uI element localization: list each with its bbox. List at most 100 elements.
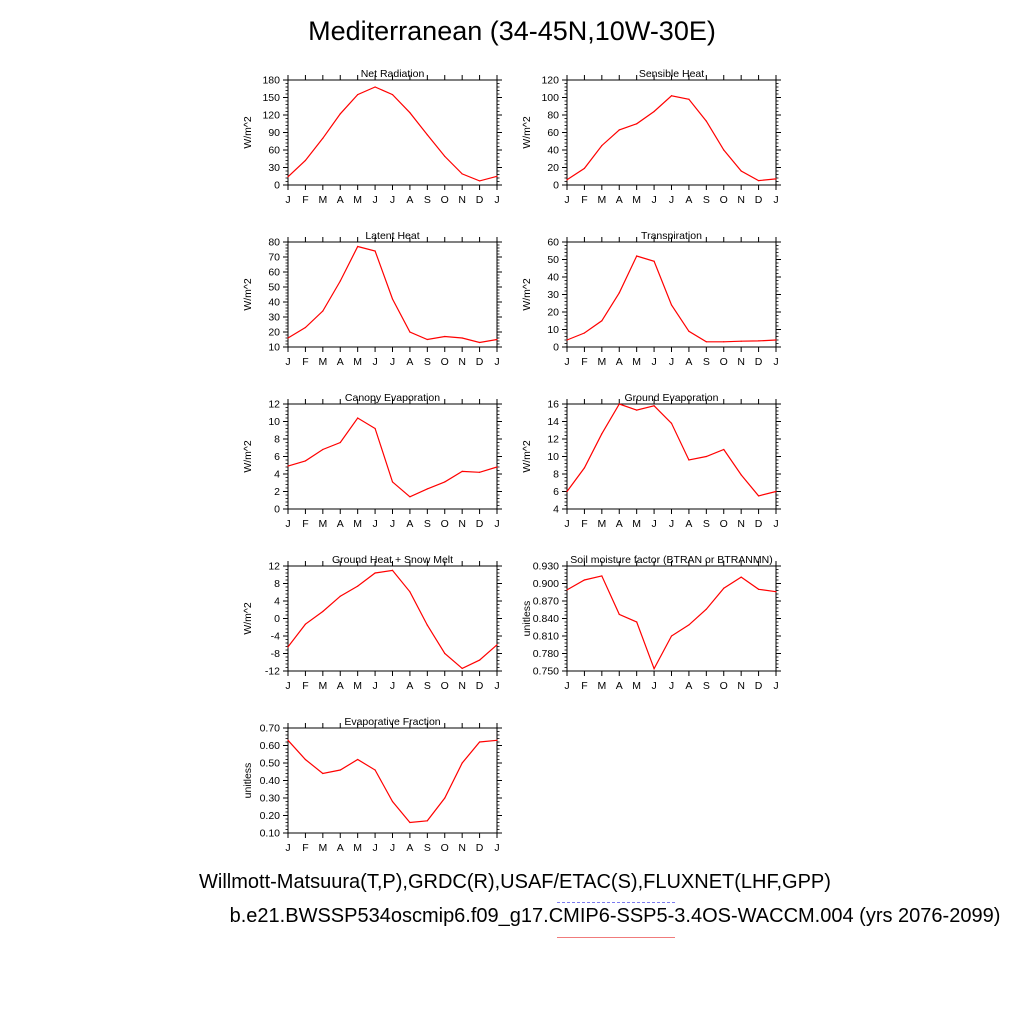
y-tick-label: 8 xyxy=(274,434,280,446)
x-tick-label: F xyxy=(581,518,587,530)
x-tick-label: N xyxy=(458,518,466,530)
x-tick-label: J xyxy=(494,842,499,854)
x-tick-label: A xyxy=(406,356,413,368)
x-tick-label: J xyxy=(390,518,395,530)
y-tick-label: 40 xyxy=(547,145,559,157)
data-line xyxy=(566,403,777,497)
data-point xyxy=(287,739,289,741)
y-tick-label: 60 xyxy=(268,267,280,279)
data-point xyxy=(688,459,690,461)
data-point xyxy=(583,467,586,469)
data-line xyxy=(566,255,777,343)
x-tick-label: N xyxy=(458,356,466,368)
data-point xyxy=(478,341,481,344)
x-tick-label: J xyxy=(372,842,377,854)
x-tick-label: J xyxy=(669,194,674,206)
data-point xyxy=(583,167,586,169)
plot-frame xyxy=(287,241,498,348)
x-tick-label: O xyxy=(441,194,449,206)
data-line xyxy=(287,245,498,344)
y-tick-label: 14 xyxy=(547,416,559,428)
y-tick-label: 0.840 xyxy=(533,613,559,625)
y-tick-label: 70 xyxy=(268,252,280,264)
data-point xyxy=(478,180,481,182)
plot-frame xyxy=(566,565,777,672)
x-tick-label: J xyxy=(651,194,656,206)
data-point xyxy=(444,155,446,158)
x-tick-label: J xyxy=(285,194,290,206)
data-point xyxy=(478,471,481,473)
x-tick-label: M xyxy=(318,842,327,854)
data-point xyxy=(496,175,498,177)
y-tick-label: 180 xyxy=(262,75,280,87)
data-point xyxy=(670,304,673,306)
data-point xyxy=(374,250,376,252)
x-tick-label: A xyxy=(406,194,413,206)
x-tick-label: S xyxy=(703,356,710,368)
plot-frame xyxy=(566,403,777,510)
data-point xyxy=(287,465,289,467)
y-tick-label: -4 xyxy=(271,631,280,643)
data-point xyxy=(688,624,690,626)
data-point xyxy=(775,178,777,180)
x-tick-label: J xyxy=(285,842,290,854)
x-tick-label: J xyxy=(669,518,674,530)
data-point xyxy=(461,762,463,764)
observations-caption: Willmott-Matsuura(T,P),GRDC(R),USAF/ETAC… xyxy=(199,871,831,893)
data-point xyxy=(583,579,586,581)
data-point xyxy=(461,667,463,669)
x-tick-label: J xyxy=(390,842,395,854)
y-tick-label: 10 xyxy=(268,342,280,354)
data-point xyxy=(322,448,324,451)
data-point xyxy=(688,330,690,332)
data-point xyxy=(287,176,289,178)
y-tick-label: 120 xyxy=(262,110,280,122)
data-point xyxy=(601,145,603,147)
y-tick-label: 8 xyxy=(274,578,280,590)
x-tick-label: F xyxy=(302,194,308,206)
x-tick-label: J xyxy=(494,680,499,692)
x-tick-label: F xyxy=(302,356,308,368)
x-tick-label: J xyxy=(494,518,499,530)
observations-legend-line xyxy=(557,902,675,903)
x-tick-label: A xyxy=(337,842,344,854)
y-tick-label: 4 xyxy=(274,596,280,608)
y-tick-label: 60 xyxy=(547,237,559,249)
x-tick-label: J xyxy=(285,356,290,368)
x-tick-label: M xyxy=(632,518,641,530)
data-point xyxy=(740,170,742,172)
y-tick-label: 12 xyxy=(547,434,559,446)
y-tick-label: 0 xyxy=(274,180,280,192)
data-point xyxy=(322,137,324,139)
x-tick-label: A xyxy=(685,194,692,206)
data-point xyxy=(670,422,673,424)
data-point xyxy=(409,591,411,593)
y-tick-label: 0.10 xyxy=(260,828,281,840)
chart-title: Soil moisture factor (BTRAN or BTRANMN) xyxy=(570,554,772,566)
plot-frame xyxy=(287,565,498,672)
data-point xyxy=(409,331,411,333)
x-tick-label: J xyxy=(494,356,499,368)
y-tick-label: 20 xyxy=(547,307,559,319)
x-tick-label: J xyxy=(372,680,377,692)
x-tick-label: S xyxy=(424,194,431,206)
x-tick-label: J xyxy=(564,680,569,692)
data-point xyxy=(391,800,394,803)
x-tick-label: M xyxy=(597,194,606,206)
data-point xyxy=(444,652,446,655)
x-tick-label: M xyxy=(353,680,362,692)
data-point xyxy=(723,149,725,151)
x-tick-label: F xyxy=(581,356,587,368)
x-tick-label: A xyxy=(616,518,623,530)
data-point xyxy=(636,409,638,411)
x-tick-label: A xyxy=(406,680,413,692)
data-point xyxy=(601,433,603,435)
x-tick-label: F xyxy=(302,842,308,854)
x-tick-label: J xyxy=(390,194,395,206)
x-tick-label: A xyxy=(406,518,413,530)
x-tick-label: M xyxy=(632,356,641,368)
x-tick-label: F xyxy=(581,680,587,692)
